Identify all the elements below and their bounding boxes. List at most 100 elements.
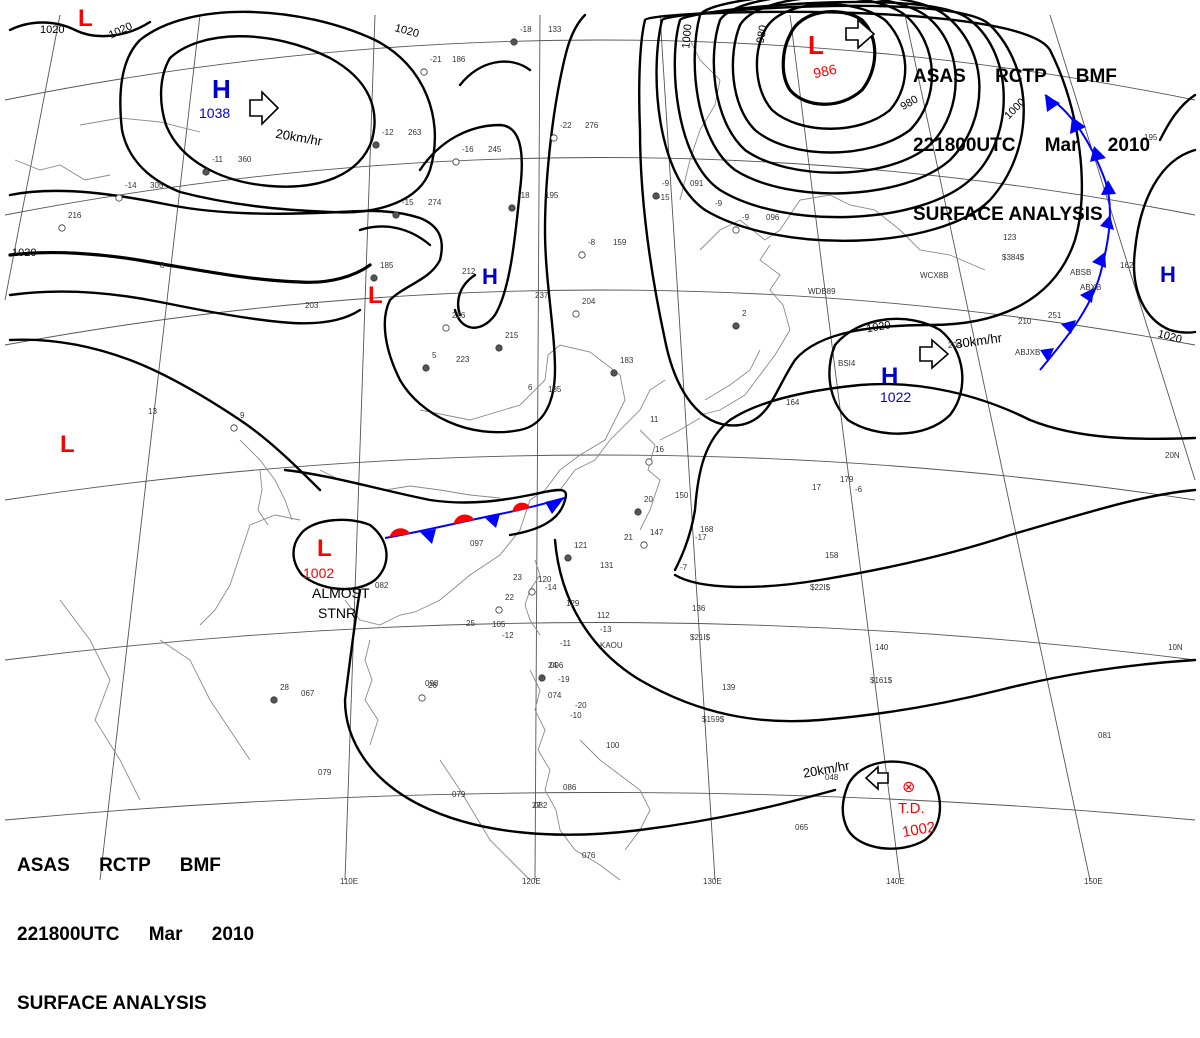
station-obs-value: 13 (148, 407, 157, 416)
station-obs-value: 048 (825, 773, 839, 782)
longitude-label: 140E (886, 877, 905, 886)
cold-front-tri-12 (1040, 348, 1054, 362)
station-obs-value: 100 (606, 741, 620, 750)
station-circle (452, 158, 460, 166)
station-circle (372, 141, 380, 149)
motion-arrows (249, 18, 950, 791)
station-circle (610, 369, 618, 377)
longitude-label: 150E (1084, 877, 1103, 886)
station-obs-value: -9 (715, 199, 723, 208)
station-obs-value: 195 (545, 191, 559, 200)
cold-front-tri-3 (545, 497, 565, 514)
station-circle (115, 194, 123, 202)
station-obs-value: -15 (658, 193, 670, 202)
station-circle (418, 694, 426, 702)
station-circle (510, 38, 518, 46)
low-value-986: 986 (812, 61, 838, 82)
station-obs-value: 27 (532, 801, 541, 810)
station-obs-value: 112 (597, 611, 610, 620)
station-obs-value: 22 (505, 593, 514, 602)
station-obs-value: 159 (613, 238, 627, 247)
station-observations: -18 133-21 186-12 263-16 245-15 274-14 305-11 3… (58, 25, 1158, 860)
station-circle (422, 364, 430, 372)
station-obs-value: ABXB (1080, 283, 1101, 292)
station-obs-value: 140 (875, 643, 889, 652)
station-obs-value: -20 (575, 701, 587, 710)
station-obs-value: 133 (548, 25, 562, 34)
latitude-label: 20N (1165, 451, 1180, 460)
isobar-label: 1020 (40, 24, 64, 36)
station-obs-value: 136 (692, 604, 706, 613)
station-obs-value: 16 (655, 445, 664, 454)
isobar-label: 980 (755, 24, 770, 44)
header-time: 221800UTC Mar 2010 (17, 924, 255, 945)
station-circle (230, 424, 238, 432)
motion-arrow-east-3 (919, 338, 950, 370)
station-obs-value: 276 (585, 121, 599, 130)
header-agency: ASAS RCTP BMF (17, 855, 221, 876)
station-obs-value: $159$ (702, 715, 725, 724)
station-obs-value: 226 (452, 311, 466, 320)
station-obs-value: 168 (700, 525, 714, 534)
cold-front-tri-1 (420, 529, 436, 544)
isobar-label: 1020 (866, 319, 892, 335)
latitude-label: 10N (1168, 643, 1183, 652)
station-obs-value: 076 (582, 851, 596, 860)
station-obs-value: 067 (301, 689, 315, 698)
station-circle (202, 168, 210, 176)
motion-arrow-west (864, 765, 889, 791)
station-obs-value: 158 (825, 551, 839, 560)
stationary-note-line1: ALMOST (312, 585, 370, 601)
cold-front-tri-6 (1090, 146, 1106, 162)
station-obs-value: 274 (428, 198, 442, 207)
longitude-label: 110E (340, 877, 358, 886)
station-obs-value: 185 (380, 261, 394, 270)
station-obs-value: 21 (624, 533, 633, 542)
station-obs-value: 096 (550, 661, 564, 670)
station-obs-value: 162 (1120, 261, 1134, 270)
frontal-systems (384, 94, 1116, 544)
low-letter-west: L (60, 431, 75, 458)
tropical-depression-label: T.D. (898, 800, 925, 817)
cold-front-tri-8 (1100, 215, 1114, 230)
station-obs-value: 8 (160, 261, 165, 270)
cold-front-tri-11 (1061, 320, 1076, 334)
station-obs-value: -19 (558, 675, 570, 684)
motion-arrow-east-2 (845, 18, 876, 50)
station-obs-value: 305 (150, 181, 164, 190)
high-letter-east-edge: H (1160, 262, 1176, 287)
station-obs-value: 082 (534, 801, 548, 810)
cold-front-tri-10 (1080, 288, 1094, 303)
longitude-label: 120E (522, 877, 541, 886)
station-circle (528, 588, 536, 596)
cold-front-tri-5 (1070, 117, 1086, 134)
station-circle (495, 606, 503, 614)
station-obs-value: 20 (644, 495, 653, 504)
header-product: SURFACE ANALYSIS (17, 993, 207, 1014)
station-circle (732, 322, 740, 330)
station-obs-value: -12 (502, 631, 514, 640)
station-circle (508, 204, 516, 212)
station-obs-value: 223 (456, 355, 470, 364)
station-obs-value: 25 (466, 619, 475, 628)
header-top-right: ASAS RCTP BMF 221800UTC Mar 2010 SURFACE… (913, 19, 1150, 249)
station-circle (550, 134, 558, 142)
header-bottom-left: ASAS RCTP BMF 221800UTC Mar 2010 SURFACE… (17, 808, 254, 1038)
isobar-label: 1020 (12, 247, 36, 259)
station-obs-value: 185 (548, 385, 562, 394)
station-obs-value: 129 (566, 599, 580, 608)
station-obs-value: 251 (1048, 311, 1062, 320)
station-circle (578, 251, 586, 259)
station-circle (652, 192, 660, 200)
high-letter-1038: H (212, 74, 231, 104)
station-circle (495, 344, 503, 352)
station-obs-value: 2 (742, 309, 747, 318)
tropical-depression-value: 1002 (901, 819, 937, 842)
station-obs-value: -22 (560, 121, 572, 130)
station-circle (420, 68, 428, 76)
station-obs-value: KAOU (600, 641, 623, 650)
station-obs-value: 203 (305, 301, 319, 310)
station-obs-value: -8 (588, 238, 596, 247)
station-obs-value: 096 (766, 213, 780, 222)
longitude-label: 130E (703, 877, 722, 886)
